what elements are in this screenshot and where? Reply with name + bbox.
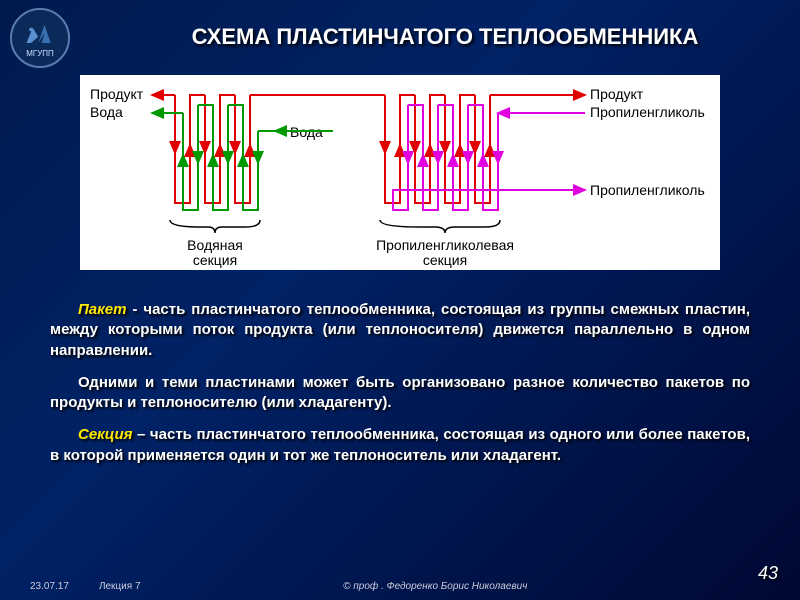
footer-lecture: Лекция 7 <box>99 581 141 592</box>
label-glycol-section: Пропиленгликолевая <box>376 237 514 253</box>
footer: 23.07.17 Лекция 7 © проф . Федоренко Бор… <box>0 581 800 592</box>
label-glycol-right-bot: Пропиленгликоль <box>590 182 705 198</box>
term-sekciya: Секция <box>78 426 132 443</box>
page-number: 43 <box>758 563 778 584</box>
para2-text: Одними и теми пластинами может быть орга… <box>50 373 750 414</box>
para1-text: - часть пластинчатого теплообменника, со… <box>50 301 750 359</box>
body-text: Пакет - часть пластинчатого теплообменни… <box>50 300 750 478</box>
slide-title: СХЕМА ПЛАСТИНЧАТОГО ТЕПЛООБМЕННИКА <box>120 24 770 50</box>
logo-text: МГУПП <box>26 49 54 58</box>
label-glycol-section2: секция <box>423 252 467 268</box>
term-paket: Пакет <box>78 301 126 318</box>
label-product-right: Продукт <box>590 86 644 102</box>
para3-text: – часть пластинчатого теплообменника, со… <box>50 426 750 463</box>
label-water-section: Водяная <box>187 237 243 253</box>
university-logo: МГУПП <box>10 8 70 68</box>
label-product-left: Продукт <box>90 86 144 102</box>
footer-copyright: © проф . Федоренко Борис Николаевич <box>141 581 730 592</box>
label-water-section2: секция <box>193 252 237 268</box>
label-glycol-right-top: Пропиленгликоль <box>590 104 705 120</box>
heat-exchanger-diagram: Продукт Вода Вода Продукт Пропиленгликол… <box>80 75 720 270</box>
footer-date: 23.07.17 <box>30 581 69 592</box>
label-water-left: Вода <box>90 104 123 120</box>
